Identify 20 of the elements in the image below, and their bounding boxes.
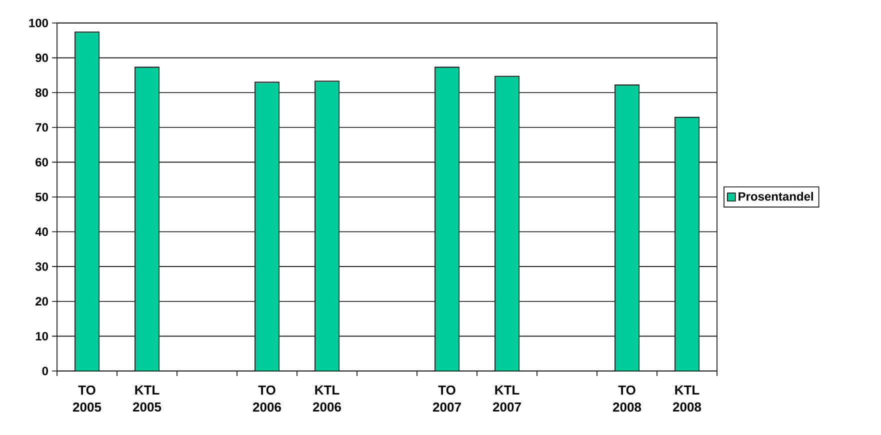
y-tick-label: 90 (36, 54, 48, 62)
y-tick-label: 70 (36, 123, 48, 132)
x-tick-label: TO 2006 (253, 386, 281, 412)
x-tick-label: KTL 2008 (672, 386, 702, 412)
x-tick-label: KTL 2006 (313, 386, 341, 412)
x-tick-label: TO 2008 (612, 386, 642, 412)
y-tick-label: 80 (36, 88, 48, 97)
y-tick-label: 30 (35, 262, 48, 271)
y-tick-label: 20 (36, 297, 48, 306)
x-tick-label: KTL 2007 (493, 386, 521, 412)
x-tick-label: KTL 2005 (133, 386, 162, 412)
y-tick-label: 60 (36, 158, 48, 166)
y-tick-label: 0 (42, 366, 48, 376)
legend-label: Prosentandel (738, 192, 813, 201)
y-tick-label: 100 (29, 18, 48, 28)
x-tick-label: TO 2007 (433, 386, 461, 412)
y-tick-label: 40 (35, 228, 48, 236)
y-tick-label: 50 (36, 192, 48, 202)
y-tick-label: 10 (36, 332, 48, 340)
x-tick-label: TO 2005 (73, 386, 102, 412)
